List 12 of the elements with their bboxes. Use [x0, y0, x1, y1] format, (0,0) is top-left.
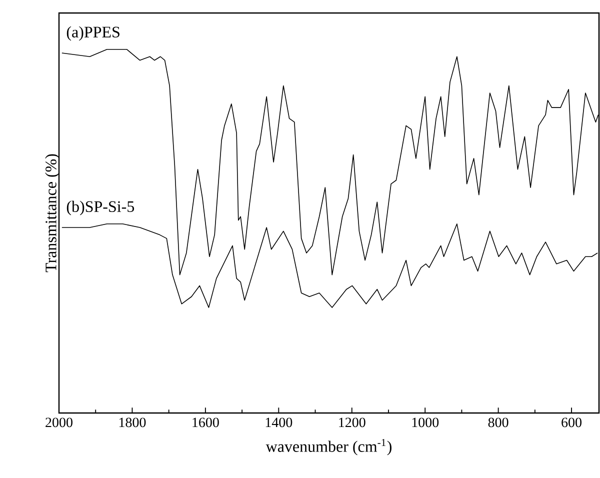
x-axis-title: wavenumber (cm$^{-1}$)	[266, 438, 392, 456]
x-tick-label: 600	[562, 418, 582, 428]
x-tick-label: 1400	[266, 418, 292, 428]
x-tick-label: 1800	[119, 418, 146, 428]
x-tick-label: 1000	[412, 418, 439, 428]
x-tick-label: 800	[488, 418, 508, 428]
x-tick-label: 1200	[339, 418, 366, 428]
series-label: (a)PPES	[66, 26, 120, 41]
y-axis-title: Transmittance (%)	[45, 154, 60, 272]
x-tick-label: 1600	[192, 418, 219, 428]
series-label: (b)SP-Si-5	[66, 200, 134, 216]
x-tick-label: 2000	[46, 418, 72, 428]
